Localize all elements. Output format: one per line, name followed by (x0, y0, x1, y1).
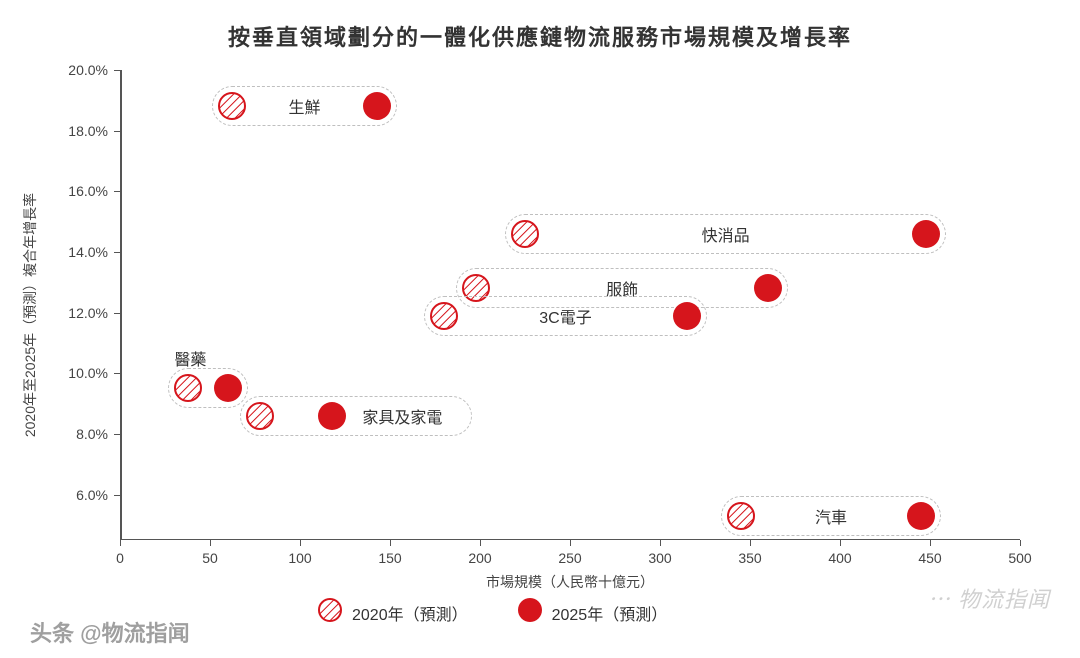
point-2025-服飾 (754, 274, 782, 302)
legend-item: 2020年（預測） (318, 598, 468, 627)
x-tick-label: 0 (116, 550, 124, 566)
x-tick-label: 150 (378, 550, 401, 566)
point-2020-汽車 (727, 502, 755, 530)
point-2020-生鮮 (218, 92, 246, 120)
point-2020-家具及家電 (246, 402, 274, 430)
point-2025-快消品 (912, 220, 940, 248)
watermark-left: 头条 @物流指闻 (30, 616, 190, 648)
point-2020-3C電子 (430, 302, 458, 330)
group-label-汽車: 汽車 (815, 504, 847, 528)
y-tick-label: 8.0% (48, 426, 108, 442)
x-tick-label: 300 (648, 550, 671, 566)
point-2025-醫藥 (214, 374, 242, 402)
group-label-醫藥: 醫藥 (174, 346, 206, 370)
y-tick-label: 10.0% (48, 365, 108, 381)
x-tick-label: 450 (918, 550, 941, 566)
group-label-生鮮: 生鮮 (288, 94, 320, 118)
y-axis-title: 2020年至2025年（預測）複合年增長率 (20, 193, 40, 437)
legend-label: 2025年（預測） (552, 601, 668, 625)
y-tick-label: 6.0% (48, 487, 108, 503)
x-tick-label: 500 (1008, 550, 1031, 566)
legend-2020-marker-icon (318, 598, 342, 627)
point-2020-快消品 (511, 220, 539, 248)
chart-title: 按垂直領域劃分的一體化供應鏈物流服務市場規模及增長率 (0, 20, 1080, 52)
group-label-家具及家電: 家具及家電 (362, 404, 442, 428)
y-tick-label: 14.0% (48, 244, 108, 260)
point-2025-家具及家電 (318, 402, 346, 430)
x-tick-label: 200 (468, 550, 491, 566)
legend: 2020年（預測） 2025年（預測） (318, 598, 667, 627)
watermark-right: ⋯ 物流指闻 (928, 582, 1050, 614)
y-tick-label: 20.0% (48, 62, 108, 78)
legend-item: 2025年（預測） (518, 598, 668, 627)
x-tick-label: 350 (738, 550, 761, 566)
legend-label: 2020年（預測） (352, 601, 468, 625)
y-tick-label: 16.0% (48, 183, 108, 199)
y-tick-label: 18.0% (48, 123, 108, 139)
scatter-chart: 0501001502002503003504004505006.0%8.0%10… (120, 70, 1020, 540)
group-label-3C電子: 3C電子 (539, 304, 591, 328)
legend-2025-marker-icon (518, 598, 542, 627)
x-tick-label: 250 (558, 550, 581, 566)
y-tick-label: 12.0% (48, 305, 108, 321)
x-tick-label: 50 (202, 550, 218, 566)
x-tick-label: 100 (288, 550, 311, 566)
point-2025-3C電子 (673, 302, 701, 330)
x-tick-label: 400 (828, 550, 851, 566)
group-label-快消品: 快消品 (702, 222, 750, 246)
point-2025-生鮮 (363, 92, 391, 120)
point-2025-汽車 (907, 502, 935, 530)
point-2020-醫藥 (174, 374, 202, 402)
x-axis-title: 市場規模（人民幣十億元） (486, 572, 654, 592)
